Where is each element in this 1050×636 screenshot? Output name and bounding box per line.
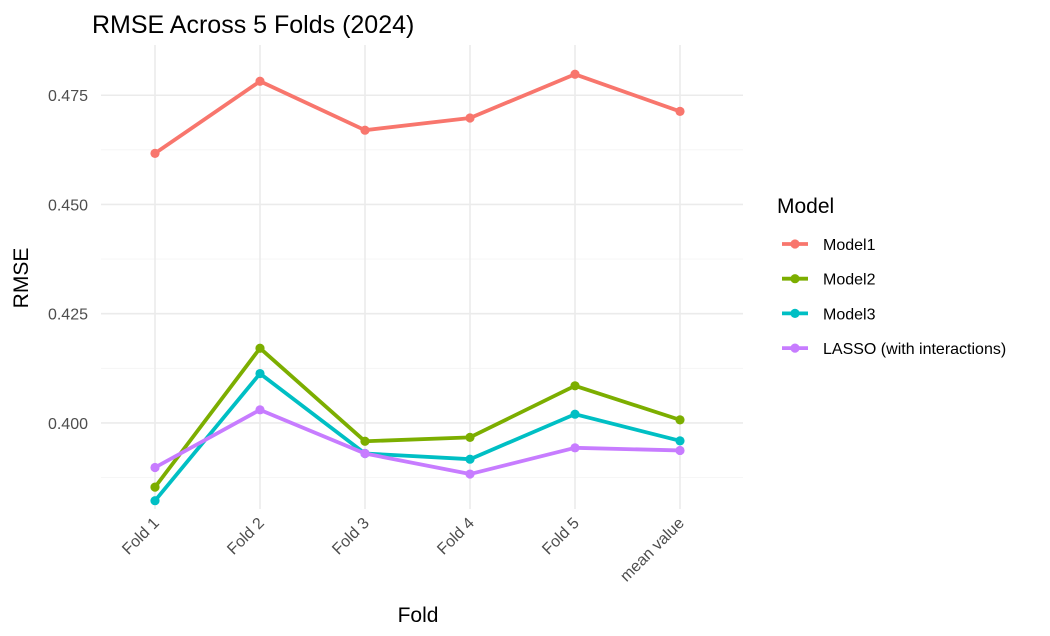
legend: Model Model1 Model2 Model3 LASSO (with inte… [777, 195, 1006, 358]
data-point [570, 381, 580, 391]
data-point [675, 436, 685, 446]
data-point [675, 415, 685, 425]
data-point [360, 436, 370, 446]
x-tick-label: Fold 1 [119, 515, 163, 559]
legend-item: Model2 [782, 272, 876, 289]
data-point [570, 69, 580, 79]
legend-item: Model1 [782, 237, 876, 254]
legend-label: Model2 [823, 272, 876, 289]
x-tick-label: Fold 4 [434, 515, 478, 559]
series-line [153, 346, 682, 490]
y-axis-ticks: 0.400 0.425 0.450 0.475 [48, 88, 88, 433]
legend-label: LASSO (with interactions) [823, 341, 1006, 358]
data-point [465, 113, 475, 123]
y-axis-title: RMSE [10, 248, 33, 309]
data-point [360, 125, 370, 135]
y-tick-label: 0.475 [48, 88, 88, 105]
x-axis-title: Fold [398, 604, 439, 627]
data-point [675, 445, 685, 456]
data-point [570, 443, 580, 453]
legend-key-point [790, 274, 800, 284]
data-point [465, 469, 475, 479]
data-point [465, 454, 475, 464]
data-point [255, 405, 265, 415]
legend-item: LASSO (with interactions) [782, 341, 1006, 358]
legend-item: Model3 [782, 306, 876, 323]
data-point [360, 448, 370, 459]
data-point [255, 76, 265, 86]
series-model3 [150, 368, 685, 506]
series-lines [150, 69, 685, 506]
legend-label: Model3 [823, 306, 876, 323]
legend-key-point [790, 239, 800, 249]
data-point [150, 148, 160, 158]
data-point [150, 482, 160, 492]
x-axis-ticks: Fold 1 Fold 2 Fold 3 Fold 4 Fold 5 mean value [119, 515, 688, 586]
legend-key-point [790, 308, 800, 318]
data-point [255, 368, 265, 379]
data-point [150, 496, 160, 506]
data-point [255, 343, 265, 353]
x-tick-label: Fold 3 [329, 515, 373, 559]
legend-label: Model1 [823, 237, 876, 254]
data-point [675, 106, 685, 117]
data-point [465, 432, 475, 442]
chart-title: RMSE Across 5 Folds (2024) [92, 11, 414, 39]
x-tick-label: Fold 5 [539, 515, 583, 559]
y-tick-label: 0.450 [48, 197, 88, 214]
y-tick-label: 0.400 [48, 416, 88, 433]
series-line [153, 72, 682, 156]
y-tick-label: 0.425 [48, 307, 88, 324]
legend-key-point [790, 343, 800, 353]
x-tick-label: Fold 2 [224, 515, 268, 559]
series-lasso-with-interactions [150, 405, 685, 479]
series-model1 [150, 69, 685, 158]
legend-title: Model [777, 195, 834, 218]
data-point [150, 462, 160, 473]
series-model2 [150, 343, 685, 492]
x-tick-label: mean value [617, 515, 688, 586]
data-point [570, 409, 580, 419]
series-line [153, 407, 682, 476]
series-line [153, 371, 682, 503]
